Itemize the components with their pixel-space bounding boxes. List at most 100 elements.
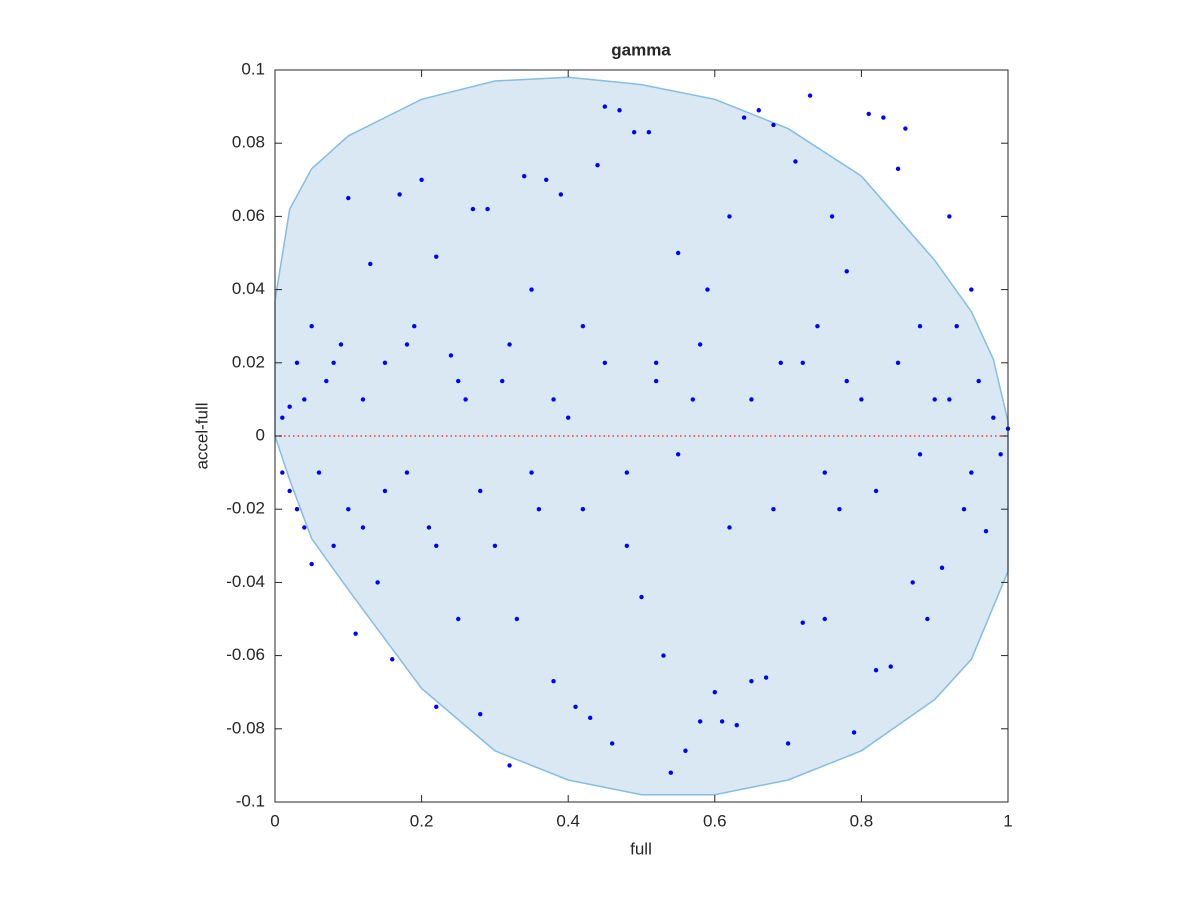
x-axis-label: full: [630, 839, 652, 858]
point: [976, 378, 981, 384]
point: [500, 378, 505, 384]
point: [602, 360, 608, 365]
point: [756, 108, 761, 113]
y-tick-label: 0.08: [232, 133, 265, 152]
point: [829, 214, 835, 219]
point: [302, 525, 307, 530]
point: [859, 397, 864, 402]
point: [998, 452, 1003, 457]
point: [544, 177, 549, 182]
point: [382, 488, 388, 494]
point: [551, 679, 556, 684]
point: [390, 657, 395, 662]
point: [434, 254, 439, 259]
point: [287, 488, 292, 494]
y-tick-label: -0.02: [226, 499, 265, 518]
y-tick-label: 0.04: [232, 279, 265, 298]
point: [456, 378, 461, 384]
chart-title: gamma: [611, 40, 671, 59]
point: [316, 470, 322, 475]
x-tick-label: 1: [1003, 811, 1012, 830]
point: [529, 287, 534, 292]
point: [324, 378, 329, 384]
point: [536, 507, 542, 512]
point: [675, 250, 681, 256]
point: [580, 324, 586, 329]
point: [280, 470, 285, 475]
point: [434, 543, 439, 548]
point: [514, 616, 520, 622]
point: [639, 594, 644, 600]
x-tick-label: 0.8: [850, 811, 874, 830]
point: [617, 108, 622, 113]
point: [741, 115, 747, 120]
y-tick-label: 0.1: [241, 59, 265, 78]
point: [580, 507, 586, 512]
point: [807, 93, 813, 98]
point: [873, 668, 879, 673]
point: [719, 719, 725, 724]
point: [697, 719, 703, 724]
point: [910, 580, 915, 585]
x-tick-label: 0.6: [703, 811, 727, 830]
point: [668, 770, 674, 775]
point: [932, 397, 937, 402]
point: [954, 324, 959, 329]
point: [771, 507, 776, 512]
point: [609, 741, 615, 746]
y-axis-label: accel-full: [192, 402, 211, 469]
point: [793, 159, 798, 164]
point: [507, 342, 512, 347]
point: [360, 525, 366, 530]
point: [939, 565, 945, 570]
point: [749, 679, 754, 684]
point: [478, 711, 483, 717]
point: [573, 704, 578, 710]
point: [925, 616, 930, 622]
y-tick-label: -0.06: [226, 645, 265, 664]
point: [397, 192, 402, 197]
point: [294, 507, 300, 512]
y-tick-label: -0.1: [236, 791, 265, 810]
point: [280, 415, 285, 420]
point: [785, 741, 791, 746]
point: [983, 528, 989, 534]
point: [346, 195, 351, 201]
point: [294, 360, 300, 365]
point: [507, 763, 512, 768]
point: [434, 704, 439, 710]
point: [851, 730, 857, 735]
point: [727, 525, 732, 530]
point: [631, 130, 637, 135]
point: [778, 360, 783, 365]
point: [881, 115, 886, 120]
point: [624, 543, 630, 548]
point: [991, 415, 996, 420]
point: [917, 324, 923, 329]
point: [844, 269, 849, 274]
point: [822, 470, 827, 475]
point: [558, 192, 564, 197]
point: [331, 543, 336, 548]
point: [947, 397, 952, 402]
x-tick-label: 0.4: [556, 811, 580, 830]
point: [661, 653, 666, 658]
point: [895, 166, 901, 172]
point: [800, 620, 805, 625]
point: [844, 378, 849, 384]
point: [947, 214, 952, 219]
y-tick-label: -0.08: [226, 718, 265, 737]
point: [917, 452, 923, 457]
point: [309, 324, 314, 329]
point: [961, 507, 967, 512]
point: [771, 122, 776, 128]
point: [690, 397, 696, 402]
point: [426, 525, 432, 530]
point: [404, 470, 410, 475]
point: [653, 360, 659, 365]
point: [360, 397, 366, 402]
point: [522, 173, 527, 179]
point: [478, 488, 483, 494]
point: [595, 162, 600, 168]
point: [346, 507, 351, 512]
